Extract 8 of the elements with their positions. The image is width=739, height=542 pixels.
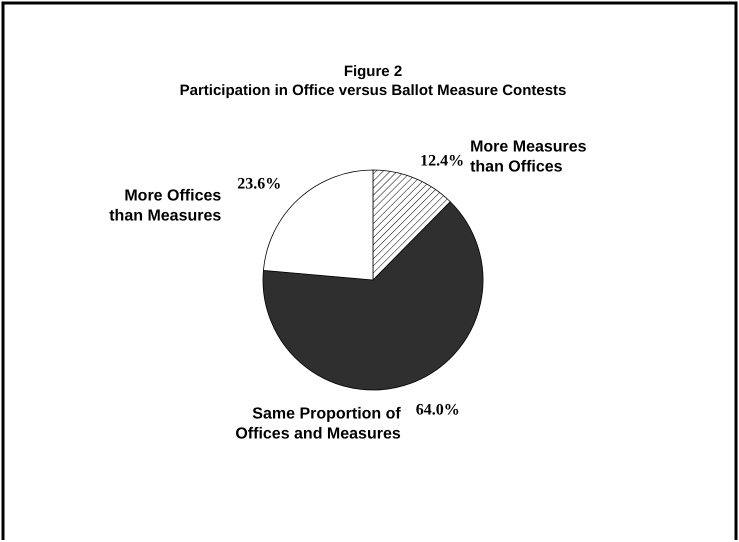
data-label: 23.6% [237,176,282,193]
data-label: 12.4% [420,152,464,170]
chart-subtitle: Participation in Office versus Ballot Measure Contests [180,82,566,99]
slice-label: More Measures than Offices [470,138,587,176]
chart-title: Figure 2 [344,63,402,80]
data-label: 64.0% [416,401,460,418]
slice-label: Same Proportion of Offices and Measures [235,405,402,442]
slice-label: More Offices than Measures [109,188,222,225]
